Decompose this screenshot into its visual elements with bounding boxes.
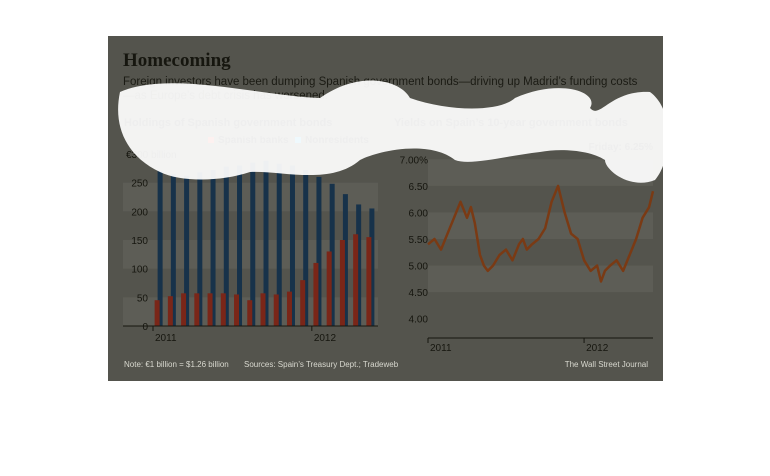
nonresidents-bar (316, 176, 322, 326)
y-tick-label: 50 (137, 293, 149, 304)
x-tick-label: 2012 (586, 343, 609, 354)
legend-label-nonresidents: Nonresidents (305, 136, 369, 146)
holdings-chart-title: Holdings of Spanish government bonds (124, 117, 333, 129)
nonresidents-bar (197, 172, 203, 326)
spanish-banks-bar (260, 293, 266, 326)
spanish-banks-bar (313, 262, 319, 326)
x-tick-label: 2011 (155, 333, 177, 344)
footer-note: Note: €1 billion = $1.26 billion (124, 360, 229, 369)
spanish-banks-bar (339, 240, 345, 326)
legend-swatch-nonresidents (295, 137, 301, 143)
spanish-banks-bar (326, 251, 332, 326)
yield-line (427, 184, 655, 283)
spanish-banks-bar (194, 293, 200, 326)
yields-chart: 7.00% 6.50 6.00 5.50 5.00 4.50 4.00 2011 2012 Fri… (400, 142, 655, 354)
y-tick-label: 6.00 (409, 208, 429, 219)
y-tick-label: 4.00 (409, 315, 429, 326)
nonresidents-bar (170, 174, 176, 326)
footer-credit: The Wall Street Journal (564, 360, 648, 369)
legend-label-spanish-banks: Spanish banks (218, 136, 289, 146)
footer-sources: Sources: Spain’s Treasury Dept.; Tradewe… (244, 360, 399, 369)
chart-graphic: Homecoming Foreign investors have been d… (108, 36, 663, 381)
grid-band (428, 159, 653, 186)
spanish-banks-bar (207, 293, 213, 326)
y-tick-label: 100 (131, 265, 148, 276)
spanish-banks-bar (366, 237, 372, 326)
nonresidents-bar (250, 162, 256, 326)
spanish-banks-bar (181, 293, 187, 326)
y-tick-label: 250 (131, 179, 148, 190)
y-tick-label: 7.00% (400, 155, 428, 166)
y-tick-label: €300 billion (126, 150, 177, 161)
y-tick-label: 5.50 (409, 235, 429, 246)
legend-swatch-spanish-banks (208, 137, 214, 143)
nonresidents-bar (237, 165, 243, 326)
spanish-banks-bar (247, 300, 253, 326)
spanish-banks-bar (286, 291, 292, 326)
friday-annotation: Friday: 6.25% (589, 142, 654, 153)
headline: Homecoming (123, 50, 231, 71)
nonresidents-bar (210, 170, 216, 326)
spanish-banks-bar (220, 293, 226, 326)
nonresidents-bar (223, 166, 229, 326)
spanish-banks-bar (273, 294, 279, 326)
nonresidents-bar (342, 194, 348, 326)
nonresidents-bar (263, 160, 269, 326)
nonresidents-bar (276, 163, 282, 326)
y-tick-label: 4.50 (409, 288, 429, 299)
nonresidents-bar (157, 171, 163, 326)
dek-text: Foreign investors have been dumping Span… (123, 76, 638, 102)
nonresidents-bar (289, 165, 295, 326)
spanish-banks-bar (300, 280, 306, 326)
nonresidents-bar (329, 183, 335, 326)
holdings-chart: €300 billion 250 200 150 100 50 0 2011 2012 Spani… (123, 136, 378, 344)
y-tick-label: 6.50 (409, 182, 429, 193)
y-tick-label: 150 (131, 236, 148, 247)
spanish-banks-bar (167, 296, 173, 326)
y-tick-label: 5.00 (409, 262, 429, 273)
spanish-banks-bar (353, 234, 359, 326)
grid-band (428, 265, 653, 293)
nonresidents-bar (369, 208, 375, 326)
nonresidents-bar (184, 175, 190, 326)
x-tick-label: 2012 (314, 333, 337, 344)
spanish-banks-bar (234, 294, 240, 326)
nonresidents-bar (356, 204, 362, 326)
yields-chart-title: Yields on Spain’s 10-year government bon… (394, 117, 628, 129)
spanish-banks-bar (154, 300, 160, 326)
y-tick-label: 200 (131, 207, 148, 218)
nonresidents-bar (303, 170, 309, 326)
y-tick-label: 0 (142, 322, 148, 333)
x-tick-label: 2011 (430, 343, 452, 354)
